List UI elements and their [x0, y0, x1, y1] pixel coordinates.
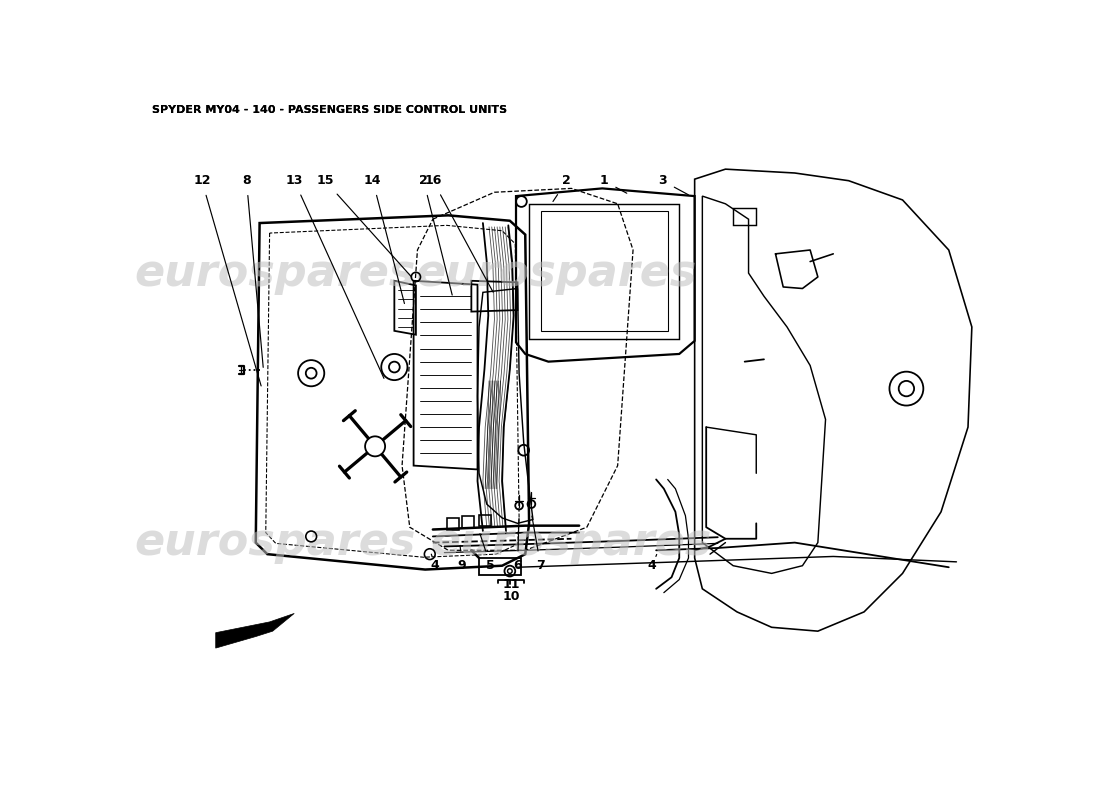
Text: eurospares: eurospares	[134, 251, 416, 294]
Text: SPYDER MY04 - 140 - PASSENGERS SIDE CONTROL UNITS: SPYDER MY04 - 140 - PASSENGERS SIDE CONT…	[152, 105, 507, 115]
Text: eurospares: eurospares	[431, 521, 712, 564]
Text: eurospares: eurospares	[134, 521, 416, 564]
Text: 12: 12	[194, 174, 261, 386]
Text: 2: 2	[553, 174, 571, 202]
Text: SPYDER MY04 - 140 - PASSENGERS SIDE CONTROL UNITS: SPYDER MY04 - 140 - PASSENGERS SIDE CONT…	[152, 105, 507, 115]
Text: 15: 15	[317, 174, 411, 277]
Text: 14: 14	[364, 174, 405, 303]
Bar	[541, 211, 668, 331]
Bar	[733, 208, 757, 225]
Text: 5: 5	[480, 534, 495, 572]
Text: 2: 2	[419, 174, 452, 295]
Text: 11: 11	[503, 578, 520, 591]
Text: 4: 4	[648, 554, 657, 572]
Bar	[447, 518, 459, 530]
Polygon shape	[216, 614, 295, 648]
Bar	[480, 515, 492, 526]
Text: 4: 4	[431, 554, 440, 572]
Text: 6: 6	[514, 518, 521, 572]
Text: eurospares: eurospares	[416, 251, 696, 294]
Text: 10: 10	[503, 590, 520, 603]
Bar	[462, 517, 474, 528]
Text: 1: 1	[600, 174, 627, 194]
Text: 8: 8	[242, 174, 263, 367]
Text: 7: 7	[532, 516, 544, 572]
Text: 13: 13	[286, 174, 384, 378]
Text: 16: 16	[425, 174, 493, 292]
Bar	[529, 204, 680, 338]
Text: 3: 3	[658, 174, 689, 194]
Text: 9: 9	[458, 546, 466, 572]
Bar	[480, 558, 521, 575]
